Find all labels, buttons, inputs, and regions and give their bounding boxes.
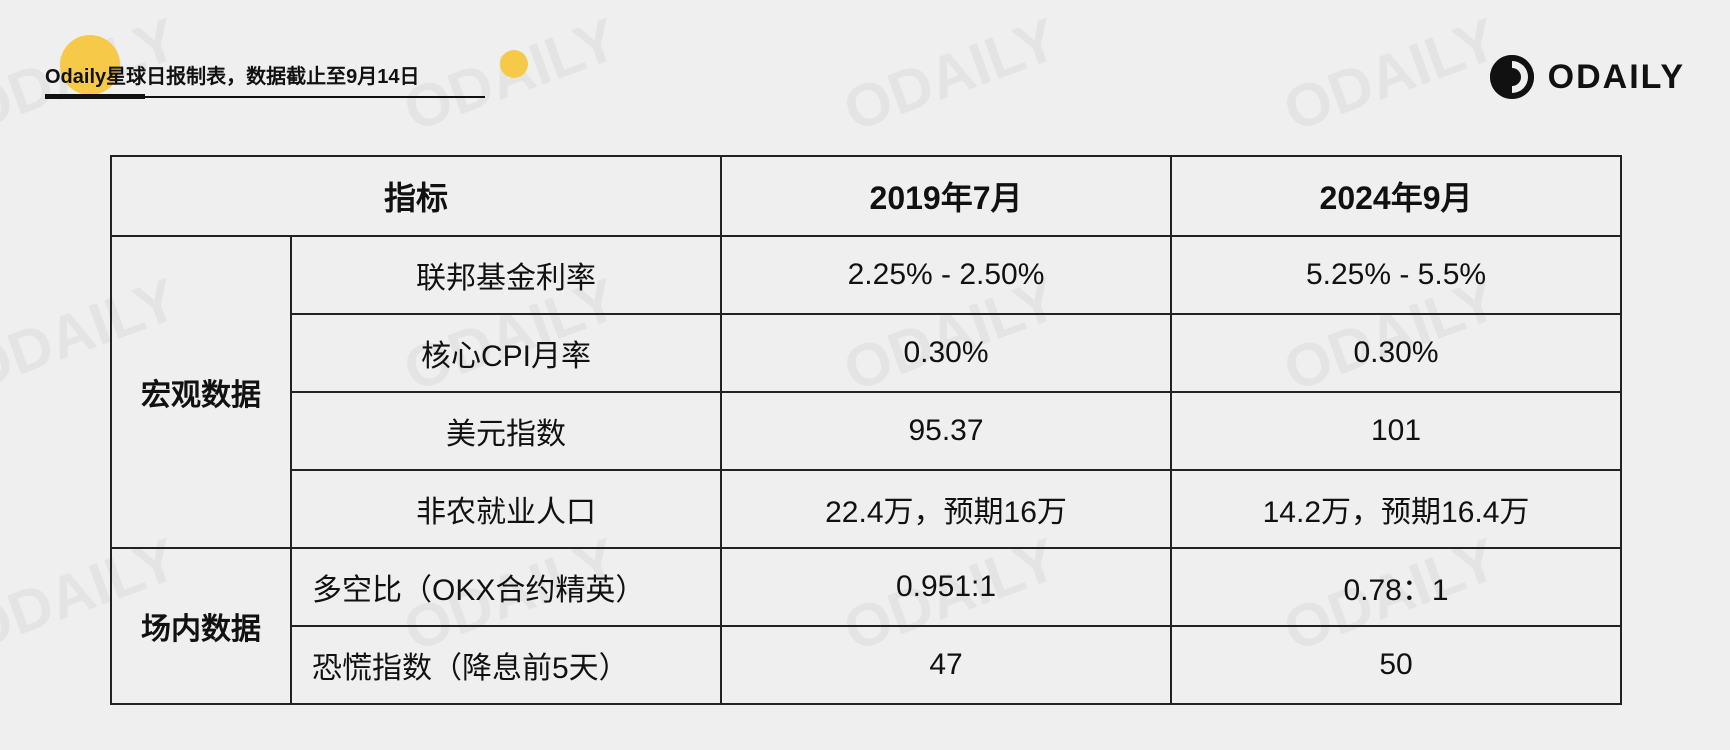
- metric-cell: 非农就业人口: [291, 470, 721, 548]
- table-row: 场内数据多空比（OKX合约精英）0.951:10.78：1: [111, 548, 1621, 626]
- table-row: 美元指数95.37101: [111, 392, 1621, 470]
- value-2024-cell: 50: [1171, 626, 1621, 704]
- data-table-wrap: 指标 2019年7月 2024年9月 宏观数据联邦基金利率2.25% - 2.5…: [110, 155, 1620, 705]
- value-2024-cell: 0.30%: [1171, 314, 1621, 392]
- col-header-2019: 2019年7月: [721, 156, 1171, 236]
- value-2019-cell: 22.4万，预期16万: [721, 470, 1171, 548]
- accent-dot-small: [500, 50, 528, 78]
- value-2019-cell: 0.951:1: [721, 548, 1171, 626]
- value-2024-cell: 101: [1171, 392, 1621, 470]
- metric-cell: 核心CPI月率: [291, 314, 721, 392]
- brand: ODAILY: [1490, 55, 1685, 99]
- col-header-2024: 2024年9月: [1171, 156, 1621, 236]
- table-body: 宏观数据联邦基金利率2.25% - 2.50%5.25% - 5.5%核心CPI…: [111, 236, 1621, 704]
- section-label: 场内数据: [111, 548, 291, 704]
- table-row: 非农就业人口22.4万，预期16万14.2万，预期16.4万: [111, 470, 1621, 548]
- metric-cell: 多空比（OKX合约精英）: [291, 548, 721, 626]
- value-2024-cell: 0.78：1: [1171, 548, 1621, 626]
- title-underline-thin: [145, 96, 485, 98]
- metric-cell: 联邦基金利率: [291, 236, 721, 314]
- table-header-row: 指标 2019年7月 2024年9月: [111, 156, 1621, 236]
- table-row: 宏观数据联邦基金利率2.25% - 2.50%5.25% - 5.5%: [111, 236, 1621, 314]
- value-2024-cell: 14.2万，预期16.4万: [1171, 470, 1621, 548]
- value-2019-cell: 0.30%: [721, 314, 1171, 392]
- value-2019-cell: 2.25% - 2.50%: [721, 236, 1171, 314]
- value-2019-cell: 95.37: [721, 392, 1171, 470]
- page-title: Odaily星球日报制表，数据截止至9月14日: [45, 60, 420, 97]
- header: Odaily星球日报制表，数据截止至9月14日 ODAILY: [45, 30, 1685, 100]
- value-2024-cell: 5.25% - 5.5%: [1171, 236, 1621, 314]
- brand-text: ODAILY: [1548, 58, 1685, 97]
- metric-cell: 恐慌指数（降息前5天）: [291, 626, 721, 704]
- data-table: 指标 2019年7月 2024年9月 宏观数据联邦基金利率2.25% - 2.5…: [110, 155, 1622, 705]
- table-row: 核心CPI月率0.30%0.30%: [111, 314, 1621, 392]
- brand-logo-icon: [1490, 55, 1534, 99]
- metric-cell: 美元指数: [291, 392, 721, 470]
- title-underline-thick: [45, 94, 145, 99]
- value-2019-cell: 47: [721, 626, 1171, 704]
- table-row: 恐慌指数（降息前5天）4750: [111, 626, 1621, 704]
- col-header-metric: 指标: [111, 156, 721, 236]
- section-label: 宏观数据: [111, 236, 291, 548]
